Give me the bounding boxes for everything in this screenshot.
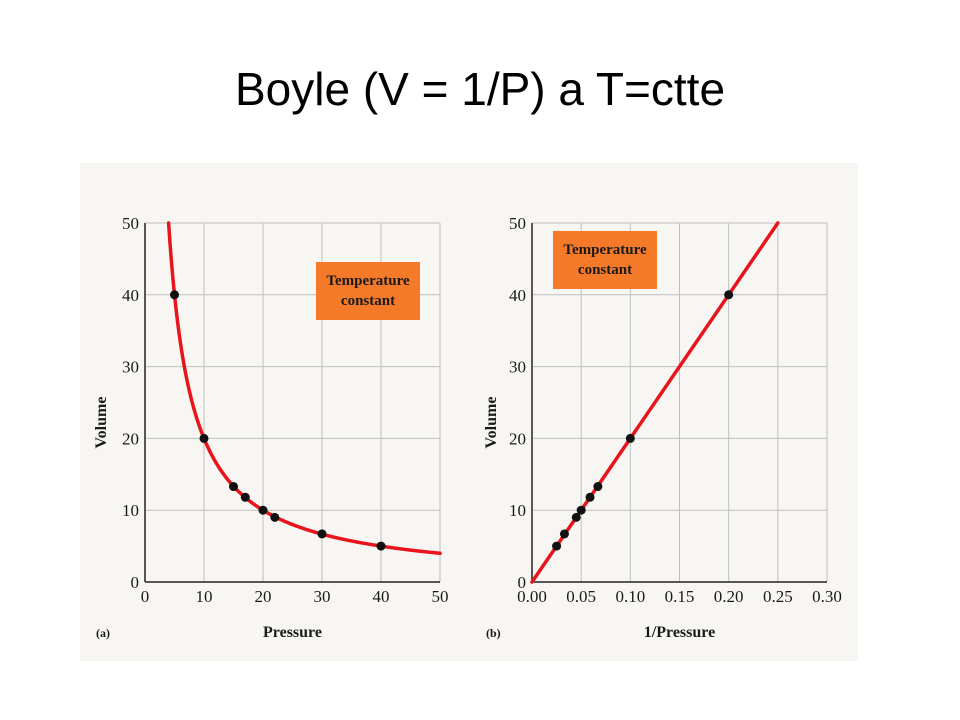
fit-curve bbox=[530, 221, 780, 584]
y-axis-label: Volume bbox=[93, 397, 110, 449]
y-tick-label: 30 bbox=[509, 358, 526, 377]
y-tick-label: 50 bbox=[509, 214, 526, 233]
legend-text: Temperature bbox=[563, 242, 647, 258]
data-point bbox=[199, 433, 209, 443]
y-tick-label: 10 bbox=[122, 501, 139, 520]
x-tick-label: 0.30 bbox=[812, 587, 842, 606]
x-tick-label: 20 bbox=[255, 587, 272, 606]
y-tick-label: 0 bbox=[131, 573, 140, 592]
data-point bbox=[593, 482, 603, 492]
fit-curve bbox=[166, 221, 442, 556]
legend-box bbox=[553, 231, 657, 289]
data-point bbox=[576, 505, 586, 515]
legend-text: constant bbox=[578, 262, 632, 278]
panel-label: (b) bbox=[486, 626, 501, 640]
data-point bbox=[170, 290, 179, 300]
x-axis-label: 1/Pressure bbox=[644, 624, 715, 641]
y-tick-label: 40 bbox=[509, 286, 526, 305]
x-tick-label: 40 bbox=[373, 587, 390, 606]
y-tick-label: 30 bbox=[122, 358, 139, 377]
data-point bbox=[376, 541, 386, 551]
x-tick-label: 0 bbox=[141, 587, 150, 606]
data-point bbox=[258, 505, 268, 515]
data-point bbox=[559, 529, 569, 539]
y-tick-label: 0 bbox=[518, 573, 527, 592]
x-tick-label: 50 bbox=[432, 587, 449, 606]
y-tick-label: 20 bbox=[122, 429, 139, 448]
data-point bbox=[625, 433, 635, 443]
y-tick-label: 40 bbox=[122, 286, 139, 305]
x-tick-label: 0.00 bbox=[517, 587, 547, 606]
data-point bbox=[317, 529, 327, 539]
y-tick-label: 10 bbox=[509, 501, 526, 520]
x-tick-label: 0.15 bbox=[665, 587, 695, 606]
data-point bbox=[552, 541, 562, 551]
slide-title: Boyle (V = 1/P) a T=ctte bbox=[234, 63, 726, 115]
data-point bbox=[585, 492, 595, 502]
legend-box bbox=[316, 262, 420, 320]
panel-label: (a) bbox=[96, 626, 110, 640]
data-point bbox=[724, 290, 734, 300]
data-point bbox=[270, 512, 280, 522]
y-tick-label: 20 bbox=[509, 429, 526, 448]
legend-text: constant bbox=[341, 293, 395, 309]
y-tick-label: 50 bbox=[122, 214, 139, 233]
x-tick-label: 0.05 bbox=[566, 587, 596, 606]
data-point bbox=[571, 512, 581, 522]
data-point bbox=[229, 482, 238, 492]
x-tick-label: 0.20 bbox=[714, 587, 744, 606]
x-tick-label: 0.10 bbox=[615, 587, 645, 606]
x-tick-label: 0.25 bbox=[763, 587, 793, 606]
x-axis-label: Pressure bbox=[263, 624, 322, 641]
data-point bbox=[240, 492, 250, 502]
x-tick-label: 30 bbox=[314, 587, 331, 606]
y-axis-label: Volume bbox=[483, 397, 500, 449]
x-tick-label: 10 bbox=[196, 587, 213, 606]
legend-text: Temperature bbox=[326, 273, 410, 289]
